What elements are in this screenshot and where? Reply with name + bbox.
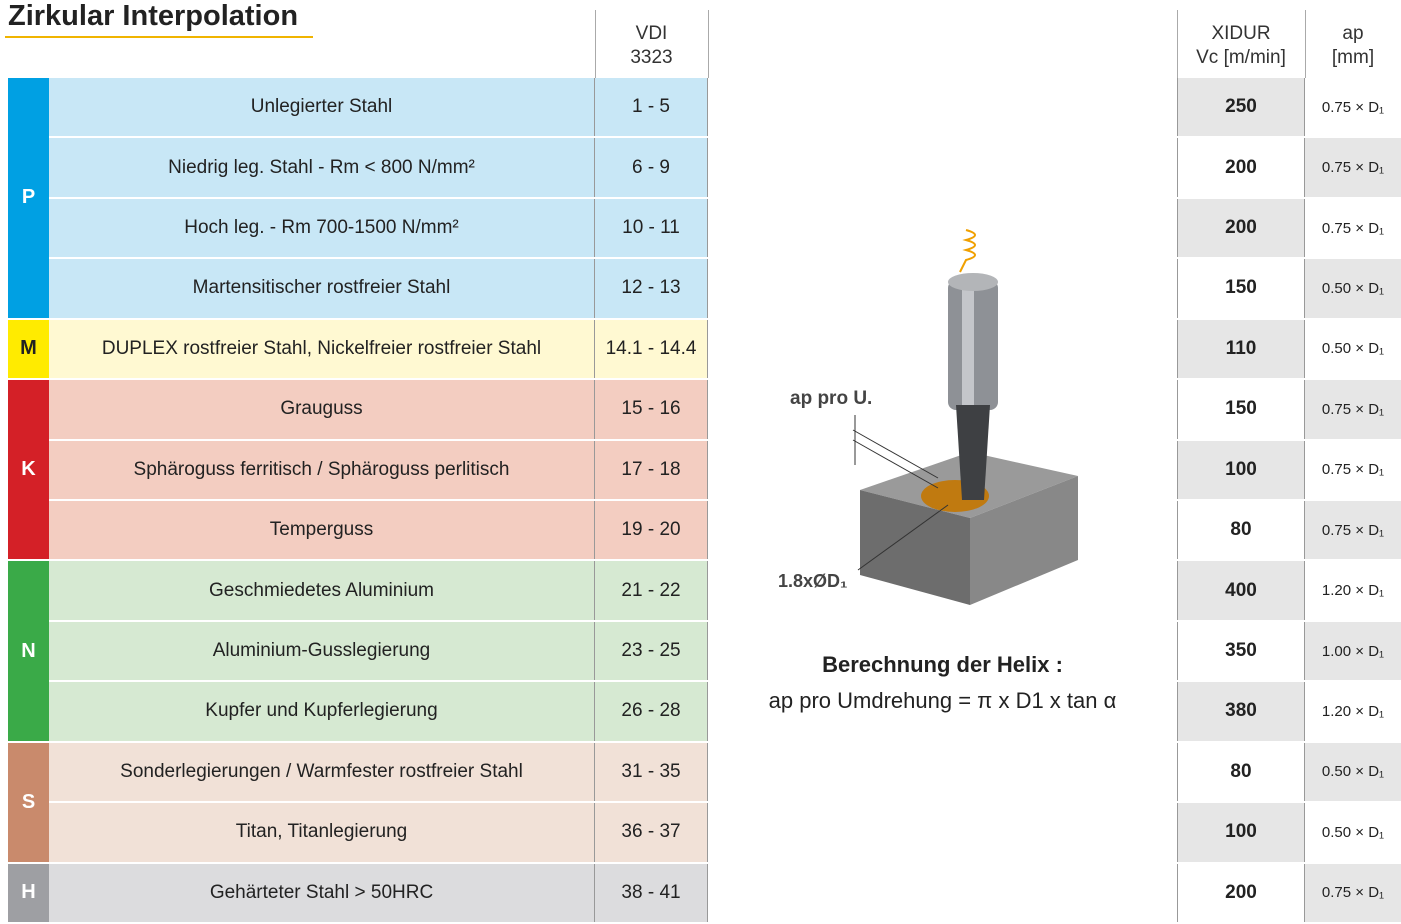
material-cell: Unlegierter Stahl xyxy=(49,78,595,137)
material-cell: Titan, Titanlegierung xyxy=(49,803,595,862)
formula-title: Berechnung der Helix : xyxy=(822,652,1063,677)
vc-cell: 200 xyxy=(1177,198,1305,258)
column-divider xyxy=(595,10,596,78)
vdi-cell: 15 - 16 xyxy=(595,380,708,439)
material-cell: Aluminium-Gusslegierung xyxy=(49,621,595,681)
title-underline xyxy=(5,36,313,38)
ap-cell: 1.00 × D₁ xyxy=(1305,621,1401,681)
vc-cell: 150 xyxy=(1177,259,1305,318)
ap-cell: 0.50 × D₁ xyxy=(1305,742,1401,802)
vc-cell: 200 xyxy=(1177,138,1305,197)
header-text: [mm] xyxy=(1331,47,1375,68)
material-cell: Hoch leg. - Rm 700-1500 N/mm² xyxy=(49,198,595,258)
vc-cell: 400 xyxy=(1177,561,1305,620)
group-label: H xyxy=(8,863,49,922)
material-cell: Sphäroguss ferritisch / Sphäroguss perli… xyxy=(49,440,595,499)
group-label: S xyxy=(8,742,49,862)
vc-cell: 350 xyxy=(1177,621,1305,681)
group-label: K xyxy=(8,380,49,560)
vc-cell: 380 xyxy=(1177,682,1305,741)
vdi-cell: 14.1 - 14.4 xyxy=(595,319,708,379)
material-cell: DUPLEX rostfreier Stahl, Nickelfreier ro… xyxy=(49,319,595,379)
vdi-cell: 17 - 18 xyxy=(595,440,708,499)
group-label: N xyxy=(8,561,49,741)
ap-cell: 1.20 × D₁ xyxy=(1305,682,1401,741)
vdi-cell: 10 - 11 xyxy=(595,198,708,258)
column-divider xyxy=(1305,10,1306,78)
ap-cell: 0.75 × D₁ xyxy=(1305,501,1401,560)
diameter-label: 1.8xØD₁ xyxy=(778,570,848,591)
material-cell: Niedrig leg. Stahl - Rm < 800 N/mm² xyxy=(49,138,595,197)
ap-cell: 0.50 × D₁ xyxy=(1305,803,1401,862)
ap-cell: 0.75 × D₁ xyxy=(1305,440,1401,499)
vc-cell: 80 xyxy=(1177,742,1305,802)
header-text: VDI xyxy=(635,23,668,44)
group-label: M xyxy=(8,319,49,379)
vdi-cell: 23 - 25 xyxy=(595,621,708,681)
header-ap: ap [mm] xyxy=(1305,14,1401,78)
vdi-cell: 31 - 35 xyxy=(595,742,708,802)
ap-cell: 0.75 × D₁ xyxy=(1305,380,1401,439)
ap-cell: 0.75 × D₁ xyxy=(1305,138,1401,197)
tool-figure xyxy=(852,229,1078,605)
vdi-cell: 38 - 41 xyxy=(595,863,708,922)
ap-cell: 0.75 × D₁ xyxy=(1305,78,1401,137)
material-cell: Sonderlegierungen / Warmfester rostfreie… xyxy=(49,742,595,802)
ap-label: ap pro U. xyxy=(790,388,873,409)
vdi-cell: 19 - 20 xyxy=(595,501,708,560)
vc-cell: 100 xyxy=(1177,803,1305,862)
material-cell: Gehärteter Stahl > 50HRC xyxy=(49,863,595,922)
column-divider xyxy=(1177,10,1178,78)
vdi-cell: 36 - 37 xyxy=(595,803,708,862)
header-text: 3323 xyxy=(630,47,673,68)
header-text: Vc [m/min] xyxy=(1196,47,1286,68)
column-divider xyxy=(708,10,709,78)
group-label: P xyxy=(8,78,49,318)
ap-cell: 0.50 × D₁ xyxy=(1305,319,1401,379)
vc-cell: 110 xyxy=(1177,319,1305,379)
header-text: ap xyxy=(1342,23,1364,44)
header-vdi: VDI 3323 xyxy=(595,14,708,78)
vc-cell: 150 xyxy=(1177,380,1305,439)
vdi-cell: 26 - 28 xyxy=(595,682,708,741)
material-cell: Geschmiedetes Aluminium xyxy=(49,561,595,620)
ap-cell: 0.75 × D₁ xyxy=(1305,198,1401,258)
vc-cell: 100 xyxy=(1177,440,1305,499)
material-cell: Temperguss xyxy=(49,501,595,560)
ap-cell: 0.50 × D₁ xyxy=(1305,259,1401,318)
material-cell: Martensitischer rostfreier Stahl xyxy=(49,259,595,318)
title: Zirkular Interpolation xyxy=(8,0,299,32)
vdi-cell: 1 - 5 xyxy=(595,78,708,137)
ap-cell: 1.20 × D₁ xyxy=(1305,561,1401,620)
vdi-cell: 12 - 13 xyxy=(595,259,708,318)
material-cell: Kupfer und Kupferlegierung xyxy=(49,682,595,741)
header-text: XIDUR xyxy=(1211,23,1271,44)
header-vc: XIDUR Vc [m/min] xyxy=(1177,14,1305,78)
vc-cell: 200 xyxy=(1177,863,1305,922)
vdi-cell: 6 - 9 xyxy=(595,138,708,197)
material-cell: Grauguss xyxy=(49,380,595,439)
formula: ap pro Umdrehung = π x D1 x tan α xyxy=(768,688,1117,713)
vdi-cell: 21 - 22 xyxy=(595,561,708,620)
vc-cell: 80 xyxy=(1177,501,1305,560)
ap-cell: 0.75 × D₁ xyxy=(1305,863,1401,922)
vc-cell: 250 xyxy=(1177,78,1305,137)
